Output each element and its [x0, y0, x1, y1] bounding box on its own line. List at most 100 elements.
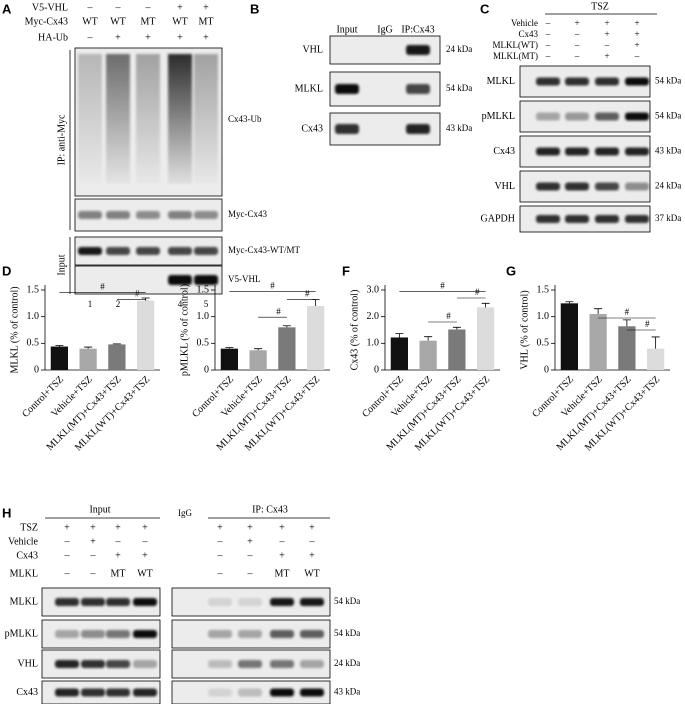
panel-letter: D [2, 263, 11, 278]
error-bar [311, 299, 320, 306]
blot-label: MLKL [295, 83, 323, 94]
y-tick-label: 0.5 [197, 338, 210, 349]
lane-sign: WT [172, 16, 188, 27]
band [194, 211, 218, 219]
band [625, 147, 649, 156]
panel-letter: B [250, 1, 259, 16]
lane-sign: + [203, 32, 209, 43]
band [208, 630, 232, 638]
y-axis-label: pMLKL (% of control) [179, 284, 190, 376]
blot-label: VHL [302, 44, 323, 55]
lane-sign: – [574, 40, 580, 50]
band [536, 215, 560, 223]
band [208, 598, 232, 606]
error-bar [84, 346, 93, 349]
lane-sign: + [247, 522, 253, 533]
error-bar [254, 348, 263, 351]
row-label: HA-Ub [38, 32, 68, 43]
band [78, 211, 102, 219]
lane-number: 4 [178, 299, 183, 309]
y-tick-label: 1.0 [367, 338, 380, 349]
lane-sign: – [545, 18, 551, 28]
bar [477, 307, 495, 370]
y-axis-label: Cx43 (% of control) [349, 290, 360, 371]
blot-label: Myc-Cx43 [228, 209, 267, 219]
y-axis-label: MLKL (% of control) [9, 286, 20, 373]
band [625, 112, 649, 121]
band [595, 112, 619, 121]
blot-label: VHL [494, 181, 515, 192]
error-bar [565, 301, 574, 304]
band [270, 598, 294, 606]
band [300, 598, 324, 606]
lane-sign: – [64, 568, 71, 579]
lane-sign: – [309, 536, 316, 547]
lane-sign: + [142, 550, 148, 561]
band [168, 211, 192, 219]
lane-sign: MT [111, 568, 126, 579]
error-bar [481, 302, 490, 308]
significance-mark: # [276, 306, 281, 316]
size-label: 24 kDa [655, 181, 681, 191]
lane-sign: + [247, 536, 253, 547]
band [133, 660, 157, 668]
bar [647, 348, 665, 370]
band [168, 275, 192, 285]
band [106, 247, 130, 255]
band [406, 45, 430, 55]
band [136, 211, 160, 219]
lane-sign: – [247, 568, 254, 579]
y-tick-label: 1.5 [197, 284, 210, 295]
smear [136, 54, 160, 184]
size-label: 43 kDa [446, 123, 472, 133]
lane-sign: + [309, 550, 315, 561]
group-label: Input [89, 504, 110, 515]
lane-sign: + [177, 32, 183, 43]
lane-sign: + [309, 522, 315, 533]
lane-number: 5 [204, 299, 209, 309]
lane-sign: + [604, 18, 609, 28]
size-label: 43 kDa [334, 687, 360, 697]
size-label: 54 kDa [446, 83, 472, 93]
lane-sign: MT [275, 568, 290, 579]
significance-mark: # [100, 281, 105, 291]
row-label: Vehicle [511, 18, 538, 28]
significance-mark: # [135, 289, 140, 299]
group-label: TSZ [591, 1, 609, 12]
row-label: TSZ [20, 522, 38, 533]
side-label: IP: anti-Myc [56, 114, 67, 165]
lane-sign: + [90, 522, 96, 533]
blot-label: MLKL [487, 76, 515, 87]
y-tick-label: 0 [34, 364, 39, 375]
size-label: 37 kDa [655, 213, 681, 223]
lane-sign: – [145, 2, 152, 13]
lane-sign: + [145, 32, 151, 43]
blot-label: Myc-Cx43-WT/MT [228, 245, 300, 255]
lane-sign: – [115, 2, 122, 13]
bar [448, 329, 466, 370]
band [565, 112, 589, 121]
band [270, 660, 294, 668]
y-tick-label: 0.5 [537, 338, 550, 349]
lane-sign: + [279, 550, 285, 561]
row-label: Myc-Cx43 [25, 16, 68, 27]
band [106, 211, 130, 219]
error-bar [622, 319, 631, 327]
band [625, 182, 649, 191]
band [270, 688, 294, 697]
lane-sign: + [64, 522, 70, 533]
band [406, 84, 430, 94]
row-label: MLKL(WT) [493, 40, 538, 50]
lane-sign: – [90, 568, 97, 579]
band [595, 182, 619, 191]
significance-mark: # [305, 289, 310, 299]
y-tick-label: 2.0 [367, 311, 380, 322]
blot-label: MLKL [10, 596, 38, 607]
blot-label: V5-VHL [228, 274, 261, 284]
lane-number: 1 [88, 299, 93, 309]
lane-sign: WT [304, 568, 320, 579]
bar [249, 350, 267, 370]
y-tick-label: 0 [374, 364, 379, 375]
band [133, 598, 157, 606]
band [595, 215, 619, 223]
